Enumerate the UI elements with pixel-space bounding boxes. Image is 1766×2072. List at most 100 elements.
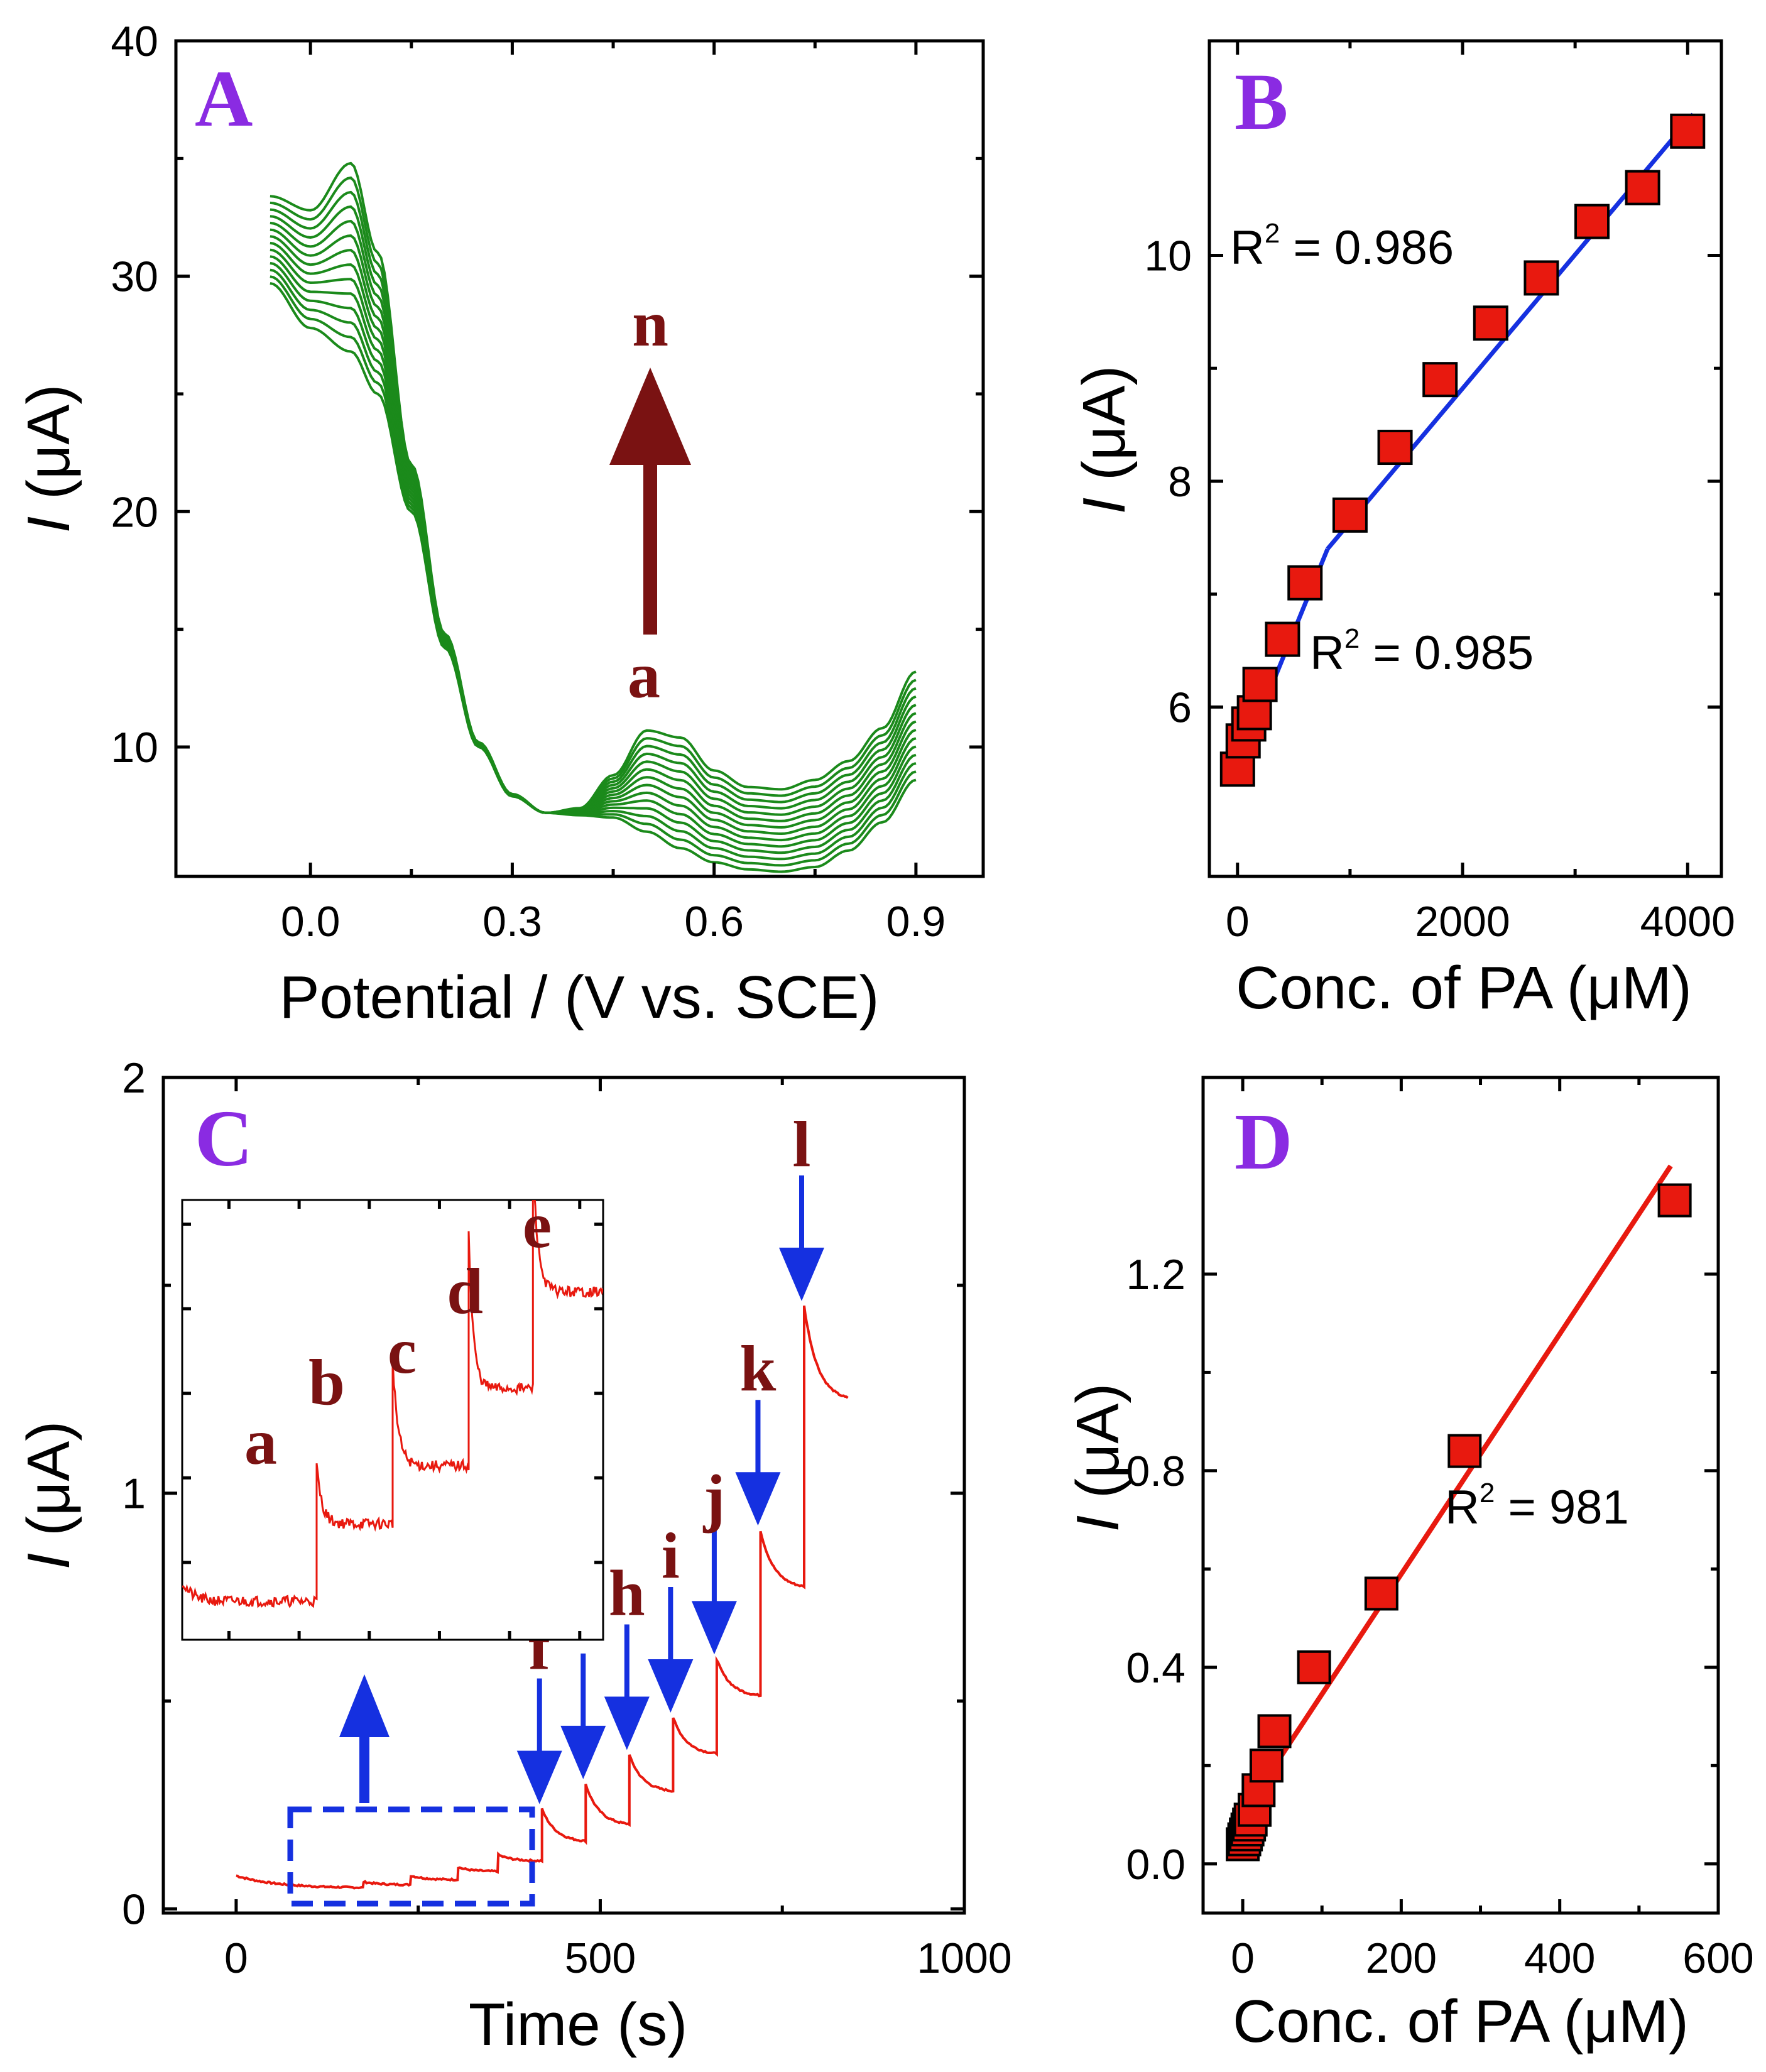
x-tick-label: 0.0: [281, 898, 341, 946]
panel-b-label: B: [1235, 57, 1288, 146]
cv-curve: [270, 261, 917, 854]
data-point: [1257, 1714, 1292, 1748]
panel-b-ylabel: I (μA): [1071, 366, 1138, 515]
zoom-arrow-shaft: [359, 1728, 369, 1803]
addition-label: h: [609, 1557, 645, 1630]
inset-plot: ab cde: [181, 1189, 604, 1641]
addition-arrow-head: [648, 1659, 694, 1713]
panel-b-ylabel-unit: (μA): [1071, 366, 1138, 498]
r2-low-value: = 0.985: [1360, 626, 1534, 680]
inset-label: a: [244, 1406, 277, 1478]
cv-arrow-shaft: [643, 440, 657, 635]
panel-d-label: D: [1235, 1097, 1292, 1186]
addition-arrow-head: [735, 1472, 781, 1526]
d-r2-sup: 2: [1480, 1478, 1495, 1508]
x-tick-label: 500: [565, 1934, 636, 1982]
x-tick-label: 200: [1366, 1934, 1437, 1982]
r2-high-prefix: R: [1230, 221, 1265, 275]
panel-d: 0 200 400 600 0.0 0.4 0.8 1.2 D Conc. of PA (μM…: [1064, 1076, 1754, 2055]
inset-trace: [182, 1200, 603, 1608]
x-tick-label: 2000: [1415, 898, 1510, 946]
data-point: [1332, 497, 1368, 533]
panel-b-ticks: 0 2000 4000 6 8 10: [1144, 41, 1735, 946]
panel-a-ylabel-i: I: [15, 516, 82, 533]
panel-d-ylabel-unit: (μA): [1064, 1383, 1131, 1515]
panel-b-r2-low: R2 = 0.985: [1310, 623, 1534, 680]
panel-d-xlabel: Conc. of PA (μM): [1233, 1988, 1689, 2055]
trace-line: [236, 1306, 849, 1890]
data-point: [1657, 1183, 1692, 1218]
data-point: [1473, 305, 1508, 341]
y-tick-label: 0.0: [1126, 1841, 1186, 1889]
r2-high-value: = 0.986: [1280, 221, 1454, 275]
addition-arrow-head: [560, 1725, 606, 1779]
inset-label: d: [447, 1255, 483, 1328]
y-tick-label: 0.8: [1126, 1448, 1186, 1495]
panel-a: 0.0 0.3 0.6 0.9 10 20 30 40 A Potential / (V vs…: [15, 18, 985, 1031]
cv-curve: [270, 255, 917, 848]
panel-c-ylabel: I (μA): [15, 1421, 82, 1570]
addition-arrow-shaft: [580, 1653, 586, 1735]
y-tick-label: 2: [122, 1054, 146, 1102]
r2-high-sup: 2: [1265, 218, 1280, 249]
inset-labels: ab cde: [244, 1189, 552, 1478]
addition-label: i: [662, 1520, 680, 1592]
data-point: [1249, 1748, 1284, 1783]
x-tick-label: 0: [1231, 1934, 1255, 1982]
panel-a-ylabel-unit: (μA): [15, 384, 82, 516]
panel-a-label: A: [195, 54, 253, 143]
addition-arrow-shaft: [799, 1175, 804, 1257]
data-point: [1574, 204, 1610, 239]
panel-c-xlabel: Time (s): [469, 1991, 687, 2058]
cv-label-n: n: [632, 288, 668, 360]
x-tick-label: 0.9: [886, 898, 946, 946]
y-tick-label: 40: [111, 18, 158, 65]
x-tick-label: 0: [224, 1934, 248, 1982]
data-point: [1447, 1434, 1482, 1468]
addition-arrow-shaft: [711, 1529, 717, 1611]
y-tick-label: 10: [111, 724, 158, 772]
panel-d-ylabel-i: I: [1064, 1515, 1131, 1532]
fit-line: [1256, 1164, 1673, 1792]
inset-label: c: [388, 1315, 417, 1387]
panel-d-r2: R2 = 981: [1445, 1478, 1629, 1534]
cv-curve: [270, 268, 917, 861]
panel-b-frame: [1207, 39, 1723, 878]
panel-b-ylabel-i: I: [1071, 498, 1138, 515]
x-tick-label: 0.6: [684, 898, 744, 946]
x-tick-label: 1000: [917, 1934, 1011, 1982]
data-point: [1364, 1576, 1398, 1611]
addition-arrow-head: [604, 1696, 650, 1750]
addition-arrow-head: [516, 1750, 562, 1804]
addition-arrows: [516, 1175, 824, 1804]
y-tick-label: 8: [1168, 458, 1192, 506]
cv-curve: [270, 235, 917, 829]
panel-a-ticks: 0.0 0.3 0.6 0.9 10 20 30 40: [111, 18, 983, 946]
y-tick-label: 0: [122, 1885, 146, 1933]
zoom-arrow-head: [339, 1674, 390, 1737]
y-tick-label: 1: [122, 1470, 146, 1518]
cv-curve: [270, 248, 917, 842]
panel-b-points: [1219, 113, 1706, 787]
y-tick-label: 30: [111, 253, 158, 301]
cv-curves: [270, 161, 917, 873]
inset-label: e: [523, 1189, 552, 1262]
data-point: [1242, 667, 1278, 702]
data-point: [1625, 170, 1660, 205]
data-point: [1287, 565, 1323, 601]
x-tick-label: 0.3: [482, 898, 542, 946]
panel-a-frame: [174, 39, 985, 878]
addition-arrow-shaft: [624, 1624, 630, 1706]
cv-curve: [270, 275, 917, 867]
data-point: [1670, 113, 1706, 149]
data-point: [1377, 430, 1413, 466]
panel-a-xlabel: Potential / (V vs. SCE): [280, 964, 880, 1031]
cv-curve: [270, 161, 917, 814]
data-point: [1265, 621, 1300, 657]
x-tick-label: 4000: [1640, 898, 1735, 946]
panel-d-ylabel: I (μA): [1064, 1383, 1131, 1532]
addition-label: l: [793, 1108, 811, 1180]
